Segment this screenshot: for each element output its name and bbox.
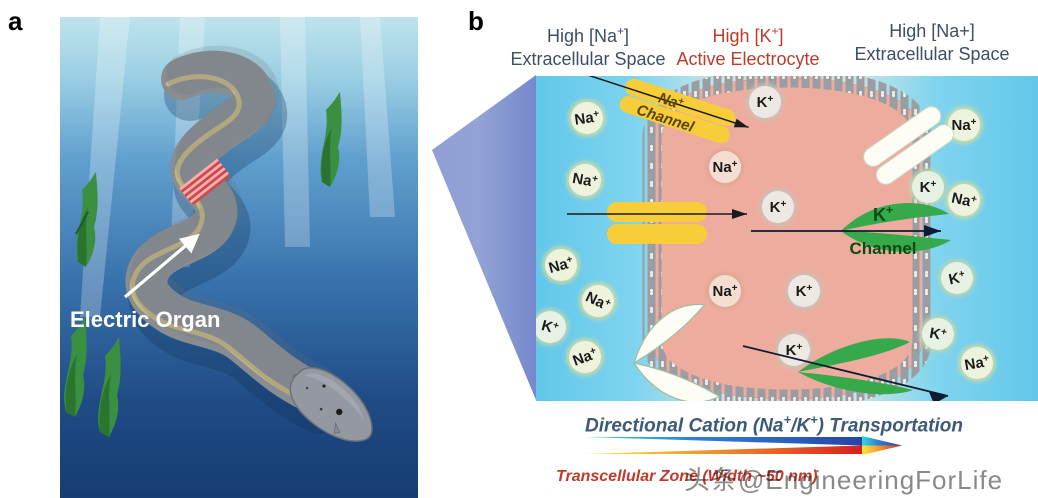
svg-text:Channel: Channel [849, 239, 916, 258]
svg-text:Electric Organ: Electric Organ [70, 307, 220, 332]
